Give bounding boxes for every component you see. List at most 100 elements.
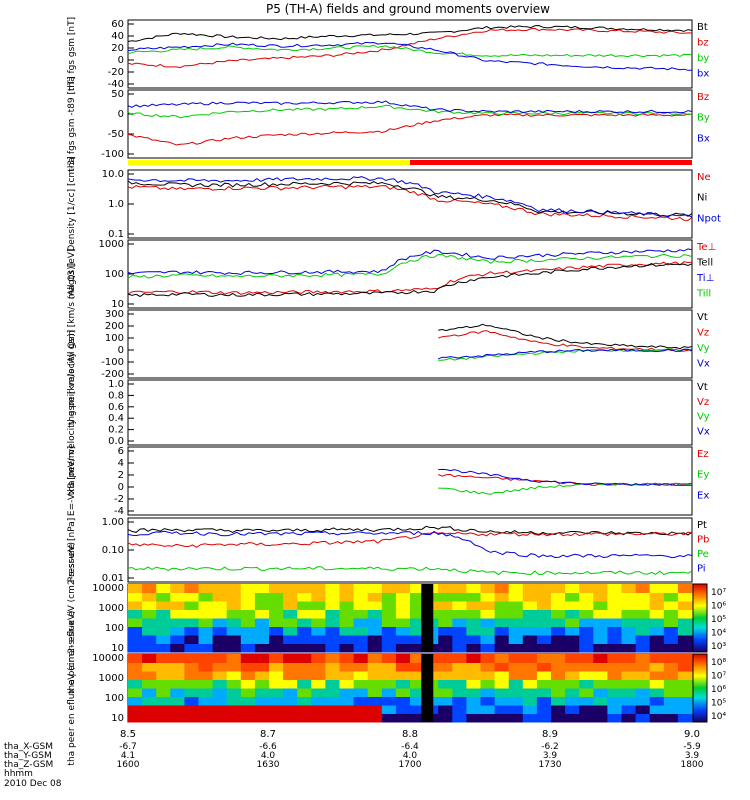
- heatmap-cell: [311, 705, 326, 714]
- series-line-pt: [127, 525, 693, 536]
- heatmap-cell: [536, 618, 552, 627]
- series-line-npot: [127, 176, 693, 218]
- ytick-label: 0.2: [108, 425, 124, 436]
- heatmap-cell: [353, 635, 369, 644]
- legend-vx: Vx: [697, 426, 710, 437]
- heatmap-cell: [269, 643, 284, 653]
- heatmap-cell: [226, 662, 242, 672]
- heatmap-cell: [663, 626, 679, 636]
- heatmap-cell: [170, 635, 185, 644]
- heatmap-cell: [311, 626, 326, 636]
- heatmap-cell: [410, 626, 425, 636]
- heatmap-cell: [226, 688, 242, 697]
- heatmap-cell: [494, 618, 510, 627]
- heatmap-cell: [480, 626, 496, 636]
- heatmap-cell: [635, 592, 651, 602]
- series-line-bt: [127, 24, 693, 42]
- footer-row-label: tha_X-GSM: [4, 742, 53, 752]
- heatmap-cell: [663, 662, 679, 672]
- heatmap-cell: [297, 662, 312, 672]
- heatmap-cell: [466, 654, 481, 663]
- heatmap-cell: [677, 696, 693, 706]
- heatmap-cell: [240, 671, 256, 680]
- legend-ni: Ni: [697, 193, 707, 204]
- heatmap-cell: [325, 662, 340, 672]
- heatmap-cell: [395, 626, 411, 636]
- heatmap-cell: [353, 662, 369, 672]
- heatmap-cell: [254, 643, 270, 653]
- heatmap-cell: [269, 662, 284, 672]
- heatmap-cell: [226, 609, 242, 619]
- ytick-label: 0.0: [108, 436, 124, 447]
- heatmap-cell: [128, 601, 143, 610]
- heatmap-cell: [142, 635, 157, 644]
- heatmap-cell: [198, 626, 214, 636]
- legend-pe: Pe: [697, 549, 709, 560]
- heatmap-cell: [128, 618, 143, 627]
- heatmap-cell: [156, 713, 171, 723]
- heatmap-cell: [494, 688, 510, 697]
- heatmap-cell: [565, 679, 580, 689]
- heatmap-cell: [565, 662, 580, 672]
- heatmap-cell: [452, 713, 467, 723]
- heatmap-cell: [494, 609, 510, 619]
- heatmap-cell: [579, 618, 594, 627]
- heatmap-cell: [297, 592, 312, 602]
- heatmap-cell: [142, 705, 157, 714]
- heatmap-cell: [593, 713, 608, 723]
- ytick-label: 0: [118, 55, 124, 66]
- legend-ez: Ez: [697, 449, 709, 460]
- panel-10: tha peer en eflux eV (cm2-s-sr-eV) 100001…: [67, 610, 726, 765]
- heatmap-cell: [452, 679, 467, 689]
- heatmap-cell: [156, 626, 171, 636]
- heatmap-cell: [621, 601, 637, 610]
- heatmap-cell: [325, 592, 340, 602]
- panel-frame: [127, 19, 693, 89]
- heatmap-cell: [551, 679, 566, 689]
- heatmap-cell: [325, 713, 340, 723]
- heatmap-cell: [198, 592, 214, 602]
- series-line-by: [127, 44, 693, 58]
- heatmap-cell: [128, 635, 143, 644]
- heatmap-cell: [212, 635, 228, 644]
- heatmap-cell: [381, 626, 397, 636]
- series-line-vy: [438, 348, 693, 361]
- heatmap-cell: [579, 601, 594, 610]
- legend-bx: Bx: [697, 133, 710, 144]
- heatmap-cell: [170, 592, 185, 602]
- series-line-by: [127, 104, 693, 119]
- heatmap-cell: [395, 696, 411, 706]
- heatmap-cell: [156, 662, 171, 672]
- ytick-label: -100: [101, 357, 124, 368]
- heatmap-cell: [254, 618, 270, 627]
- heatmap-cell: [494, 696, 510, 706]
- heatmap-cell: [283, 584, 298, 593]
- heatmap-cell: [649, 584, 665, 593]
- heatmap-cell: [339, 671, 355, 680]
- ytick-label: 0: [118, 482, 124, 493]
- heatmap-cell: [367, 601, 383, 610]
- heatmap-cell: [325, 618, 340, 627]
- heatmap-cell: [677, 635, 693, 644]
- heatmap-cell: [677, 662, 693, 672]
- heatmap-cell: [325, 696, 340, 706]
- heatmap-cell: [381, 635, 397, 644]
- colorbar-tick: 10⁶: [711, 685, 726, 695]
- heatmap-cell: [339, 654, 355, 663]
- heatmap-cell: [128, 654, 143, 663]
- heatmap-cell: [269, 705, 284, 714]
- heatmap-cell: [381, 671, 397, 680]
- heatmap-cell: [607, 679, 622, 689]
- heatmap-cell: [649, 618, 665, 627]
- series-line-bx: [127, 41, 692, 71]
- heatmap-cell: [240, 592, 256, 602]
- heatmap-cell: [339, 679, 355, 689]
- heatmap-cell: [565, 635, 580, 644]
- heatmap-cell: [339, 618, 355, 627]
- heatmap-cell: [156, 654, 171, 663]
- heatmap-cell: [480, 635, 496, 644]
- heatmap-cell: [565, 643, 580, 653]
- heatmap-cell: [325, 679, 340, 689]
- heatmap-cell: [269, 696, 284, 706]
- heatmap-cell: [621, 643, 637, 653]
